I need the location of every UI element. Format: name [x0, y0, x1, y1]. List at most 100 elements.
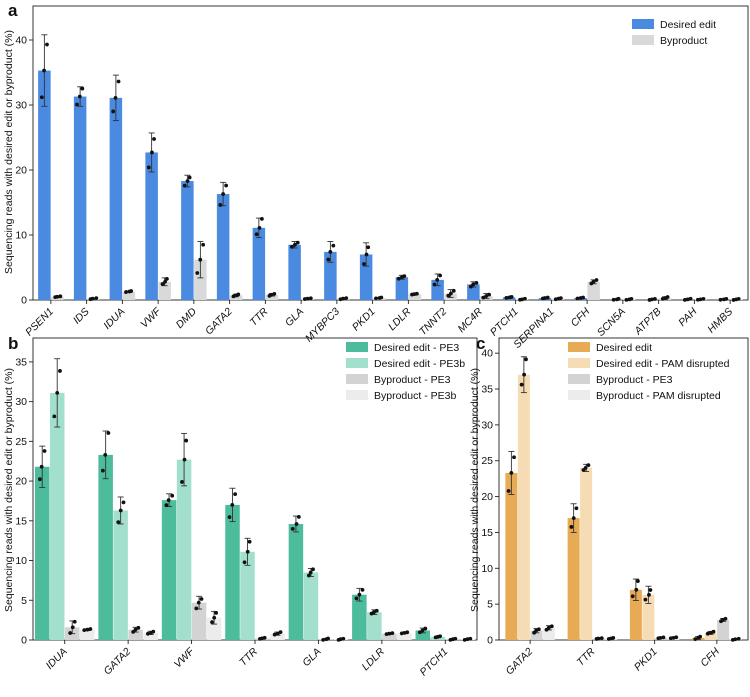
bar-ttr-desired-edit-pam-disrupted: [580, 467, 593, 640]
replicate-dot: [184, 438, 189, 443]
replicate-dot: [379, 295, 384, 300]
legend: Desired edit - PE3 Desired edit - PE3b Byp…: [346, 342, 465, 402]
x-tick-label: SCN5A: [595, 306, 628, 339]
y-axis-label: Sequencing reads with desired edit or by…: [3, 30, 15, 274]
replicate-dot: [116, 520, 121, 525]
replicate-dot: [594, 278, 599, 282]
bar-ldlr-byproduct-pe3: [382, 633, 397, 640]
replicate-dot: [506, 489, 511, 493]
legend-swatch: [568, 342, 590, 352]
bar-psen1-desired-edit: [38, 70, 51, 300]
replicate-dot: [94, 296, 99, 300]
replicate-dot: [42, 68, 46, 73]
x-tick-label: PKD1: [632, 646, 660, 674]
replicate-dot: [82, 628, 87, 633]
y-tick-label: 5: [487, 599, 493, 611]
replicate-dot: [414, 291, 419, 296]
y-tick-label: 20: [15, 165, 27, 177]
replicate-dot: [75, 102, 79, 107]
legend-swatch: [568, 390, 590, 400]
replicate-dot: [326, 636, 331, 641]
replicate-dot: [693, 637, 698, 642]
replicate-dot: [39, 95, 44, 100]
y-tick-label: 30: [15, 100, 27, 112]
legend-label: Desired edit - PE3: [374, 342, 459, 354]
replicate-dot: [194, 606, 199, 611]
replicate-dot: [269, 292, 274, 297]
replicate-dot: [227, 515, 232, 520]
replicate-dot: [146, 165, 151, 170]
replicate-dot: [326, 257, 331, 262]
replicate-dot: [487, 292, 491, 297]
replicate-dot: [545, 295, 550, 300]
replicate-dot: [341, 296, 345, 301]
x-tick-label: IDS: [71, 306, 92, 327]
y-tick-label: 10: [15, 230, 27, 242]
replicate-dot: [724, 296, 729, 301]
plot-frame: [32, 5, 749, 301]
replicate-dot: [438, 634, 442, 639]
replicate-dot: [474, 280, 479, 285]
replicate-dot: [362, 262, 366, 266]
replicate-dot: [151, 629, 156, 634]
replicate-dot: [630, 594, 635, 599]
replicate-dot: [198, 257, 203, 262]
replicate-dot: [435, 277, 440, 282]
legend: Desired edit Desired edit - PAM disrupted…: [568, 342, 730, 402]
replicate-dot: [453, 636, 458, 641]
x-tick-label: PTCH1: [418, 646, 451, 679]
legend-label: Byproduct - PAM disrupted: [596, 390, 721, 402]
replicate-dot: [163, 279, 167, 284]
replicate-dot: [165, 277, 169, 281]
replicate-dot: [546, 625, 551, 630]
bar-idua-desired-edit-pe3: [34, 466, 50, 640]
replicate-dot: [254, 232, 259, 237]
replicate-dot: [484, 294, 489, 298]
replicate-dot: [212, 615, 217, 620]
replicate-dot: [113, 95, 118, 100]
replicate-dot: [674, 635, 679, 640]
replicate-dot: [599, 636, 604, 641]
replicate-dot: [402, 274, 407, 279]
replicate-dot: [321, 637, 326, 642]
replicate-dot: [611, 636, 616, 640]
bar-ldlr-byproduct-pe3b: [397, 632, 412, 640]
replicate-dot: [524, 357, 528, 362]
bar-mybpc3-desired-edit: [324, 251, 337, 300]
bar-cfh-byproduct-pe3: [717, 619, 730, 640]
replicate-dot: [136, 625, 141, 630]
replicate-dot: [682, 298, 687, 302]
legend-label: Desired edit - PE3b: [374, 358, 465, 370]
replicate-dot: [571, 516, 576, 520]
replicate-dot: [372, 610, 376, 615]
y-tick-label: 10: [15, 555, 27, 567]
bar-cfh-byproduct: [587, 281, 600, 300]
x-tick-label: PSEN1: [23, 306, 56, 339]
bar-pkd1-desired-edit: [629, 589, 642, 640]
replicate-dot: [701, 296, 706, 301]
replicate-dot: [308, 570, 313, 575]
replicate-dot: [58, 369, 62, 373]
x-tick-label: PAH: [676, 305, 699, 328]
replicate-dot: [736, 636, 741, 641]
replicate-dot: [366, 245, 371, 250]
x-tick-label: ATP7B: [632, 306, 664, 338]
replicate-dot: [233, 492, 238, 497]
panel-letter: c: [476, 334, 485, 353]
replicate-dot: [509, 471, 514, 475]
legend-swatch: [632, 19, 654, 29]
replicate-dot: [711, 629, 716, 634]
bar-vwf-byproduct-pe3b: [206, 617, 222, 640]
replicate-dot: [293, 242, 297, 247]
replicate-dot: [306, 573, 311, 578]
replicate-dot: [152, 137, 156, 141]
replicate-dot: [311, 567, 315, 572]
replicate-dot: [214, 610, 219, 615]
replicate-dot: [328, 250, 333, 254]
replicate-dot: [230, 503, 235, 507]
replicate-dot: [195, 271, 200, 275]
bar-ttr-desired-edit: [567, 518, 580, 640]
replicate-dot: [305, 296, 310, 301]
replicate-dot: [591, 279, 596, 284]
